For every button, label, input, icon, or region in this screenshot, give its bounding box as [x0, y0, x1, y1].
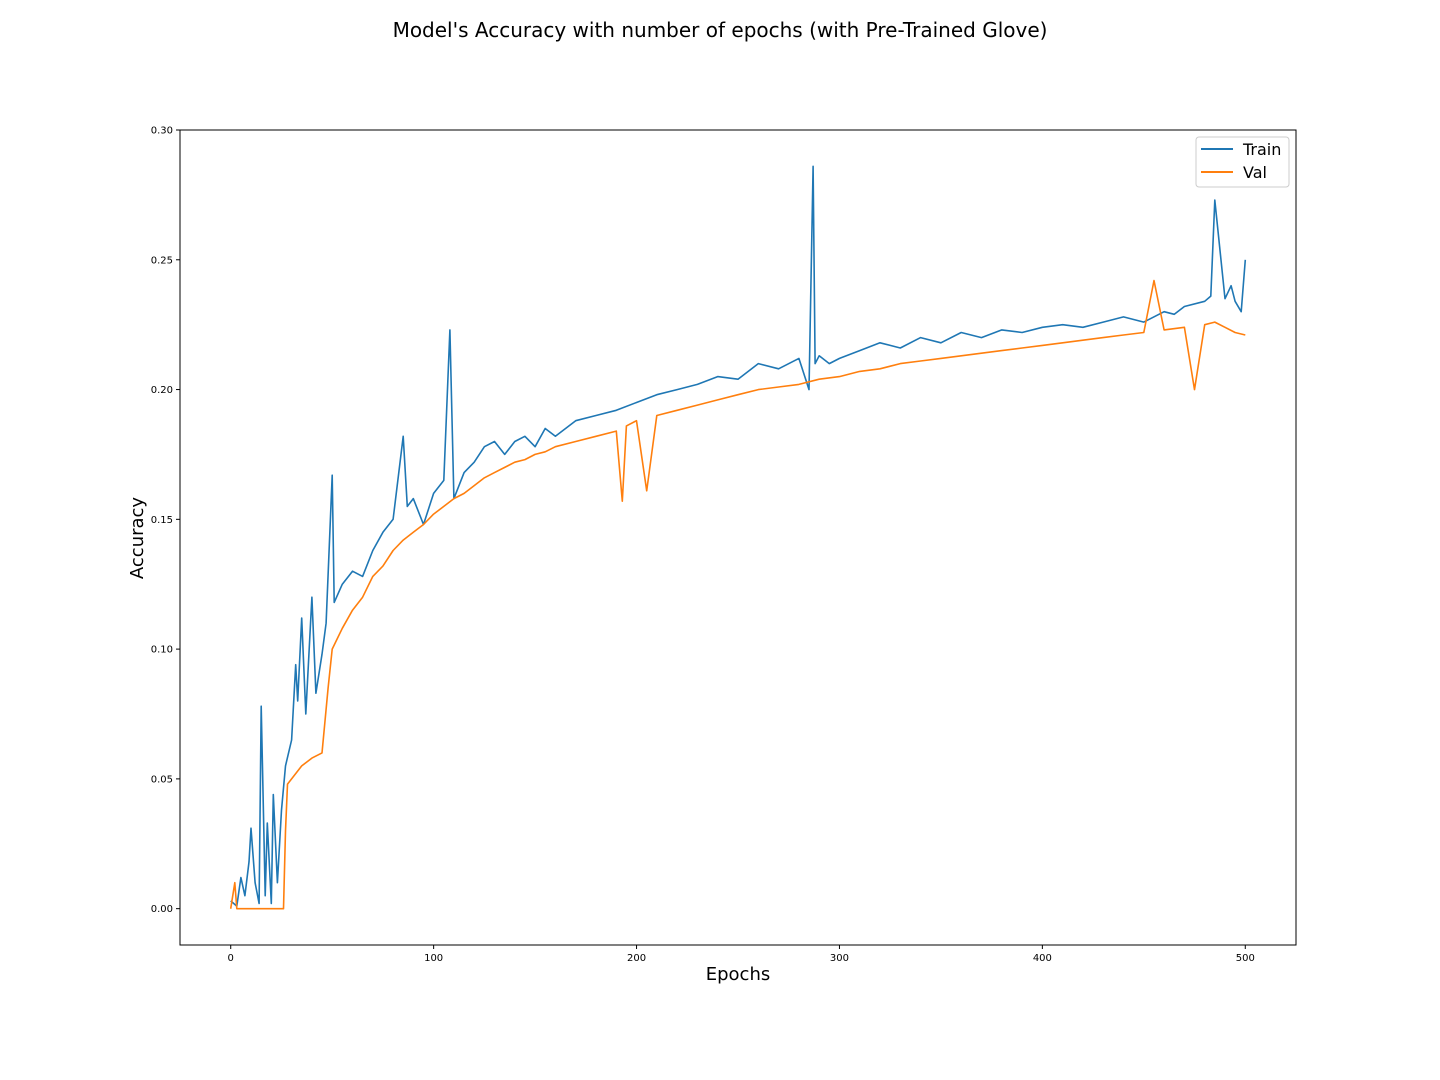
x-tick-label: 300 [830, 953, 849, 964]
y-tick-label: 0.00 [151, 904, 173, 915]
y-tick-label: 0.30 [151, 126, 173, 137]
x-tick-label: 500 [1236, 953, 1255, 964]
x-tick-label: 400 [1033, 953, 1052, 964]
y-tick-label: 0.10 [151, 645, 173, 656]
legend-label-val: Val [1243, 163, 1267, 182]
x-tick-label: 200 [627, 953, 646, 964]
legend: Train Val [1195, 136, 1290, 188]
plot-frame [179, 129, 1297, 946]
y-tick-label: 0.25 [151, 255, 173, 266]
y-axis: 0.00 0.05 0.10 0.15 0.20 0.25 0.30 [151, 126, 180, 915]
x-axis: 0 100 200 300 400 500 [228, 945, 1255, 964]
series-line-train [230, 165, 1247, 907]
series-line-val [229, 279, 1246, 910]
chart-title: Model's Accuracy with number of epochs (… [393, 18, 1048, 42]
y-axis-label: Accuracy [127, 497, 148, 580]
y-tick-label: 0.20 [151, 385, 173, 396]
x-axis-label: Epochs [706, 964, 771, 985]
y-tick-label: 0.15 [151, 515, 173, 526]
plot-area [229, 165, 1247, 910]
y-tick-label: 0.05 [151, 774, 173, 785]
x-tick-label: 100 [424, 953, 443, 964]
legend-label-train: Train [1242, 140, 1281, 159]
x-tick-label: 0 [228, 953, 234, 964]
